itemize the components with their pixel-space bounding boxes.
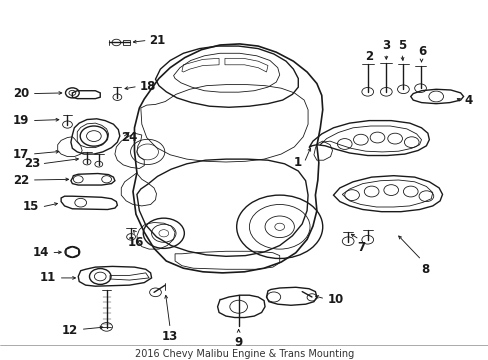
Text: 14: 14: [33, 246, 49, 259]
Text: 13: 13: [162, 330, 178, 343]
Text: 17: 17: [13, 148, 29, 161]
Text: 18: 18: [139, 80, 155, 93]
Text: 1: 1: [293, 156, 301, 169]
Text: 23: 23: [24, 157, 40, 170]
Text: 9: 9: [234, 336, 242, 348]
Text: 5: 5: [397, 39, 405, 52]
Text: 6: 6: [417, 45, 426, 58]
Text: 3: 3: [382, 39, 389, 52]
Text: 10: 10: [327, 293, 343, 306]
Text: 2: 2: [365, 50, 372, 63]
Text: 20: 20: [13, 87, 29, 100]
Text: 16: 16: [127, 236, 144, 249]
Text: 11: 11: [40, 271, 56, 284]
Text: 22: 22: [13, 174, 29, 186]
Text: 19: 19: [13, 114, 29, 127]
Text: 24: 24: [121, 131, 137, 144]
Text: 15: 15: [23, 201, 39, 213]
Text: 4: 4: [464, 94, 472, 107]
Text: 12: 12: [62, 324, 78, 337]
Text: 21: 21: [149, 34, 165, 47]
Text: 2016 Chevy Malibu Engine & Trans Mounting: 2016 Chevy Malibu Engine & Trans Mountin…: [135, 348, 353, 359]
Text: 8: 8: [421, 263, 428, 276]
Text: 7: 7: [356, 241, 364, 254]
